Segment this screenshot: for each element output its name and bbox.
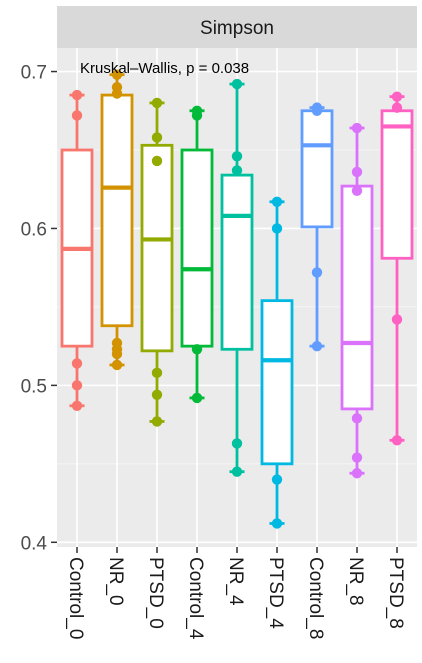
box-nr-4 — [220, 78, 254, 477]
data-point — [151, 416, 163, 427]
data-point — [71, 358, 83, 369]
box-body — [340, 184, 374, 411]
box-nr-0 — [100, 69, 134, 371]
data-point — [391, 435, 403, 446]
data-point — [311, 105, 323, 116]
y-tick-label: 0.6 — [21, 219, 47, 240]
data-point — [271, 518, 283, 529]
box-control-4 — [180, 105, 214, 404]
box-body — [380, 109, 414, 260]
data-point — [311, 267, 323, 278]
data-point — [151, 389, 163, 400]
x-tick-label: Control_8 — [305, 557, 326, 639]
box-body — [140, 143, 174, 353]
box-body — [300, 109, 334, 229]
data-point — [351, 185, 363, 196]
data-point — [111, 88, 123, 99]
data-point — [351, 452, 363, 463]
facet-title: Simpson — [200, 18, 274, 39]
data-point — [231, 466, 243, 477]
y-tick-label: 0.7 — [21, 63, 47, 84]
data-point — [71, 110, 83, 121]
data-point — [111, 348, 123, 360]
x-tick-label: Control_0 — [65, 557, 86, 639]
data-point — [271, 474, 283, 485]
data-point — [271, 196, 283, 207]
data-point — [391, 102, 403, 113]
x-tick-label: NR_0 — [105, 557, 126, 606]
data-point — [151, 367, 163, 379]
data-point — [271, 223, 283, 234]
data-point — [191, 110, 203, 121]
box-nr-8 — [340, 122, 374, 479]
data-point — [231, 78, 243, 90]
box-body — [180, 148, 214, 348]
data-point — [351, 413, 363, 424]
data-point — [311, 340, 323, 352]
data-point — [71, 380, 83, 391]
x-tick-label: Control_4 — [185, 557, 206, 640]
facet-strip — [57, 6, 417, 48]
box-control-0 — [60, 89, 94, 411]
box-ptsd-4 — [260, 196, 294, 529]
box-body — [100, 93, 134, 328]
data-point — [191, 392, 203, 404]
box-control-8 — [300, 102, 334, 352]
x-tick-label: PTSD_4 — [265, 557, 286, 629]
data-point — [391, 91, 403, 102]
box-ptsd-0 — [140, 97, 174, 427]
kruskal-wallis-annotation: Kruskal–Wallis, p = 0.038 — [80, 60, 249, 77]
data-point — [231, 151, 243, 162]
y-tick-label: 0.4 — [21, 533, 48, 554]
y-axis: 0.4 0.5 0.6 0.7 — [21, 63, 57, 554]
data-point — [151, 155, 163, 167]
data-point — [151, 132, 163, 143]
x-tick-label: PTSD_0 — [145, 557, 166, 629]
data-point — [71, 400, 83, 411]
data-point — [151, 97, 163, 109]
data-point — [231, 438, 243, 449]
data-point — [191, 344, 203, 355]
data-point — [71, 89, 83, 101]
box-body — [260, 299, 294, 466]
data-point — [111, 69, 123, 80]
box-ptsd-8 — [380, 91, 414, 446]
data-point — [351, 166, 363, 178]
data-point — [231, 165, 243, 176]
x-axis: Control_0 NR_0 PTSD_0 Control_4 NR_4 PTSD_4 Co… — [65, 547, 406, 640]
data-point — [391, 314, 403, 325]
x-tick-label: PTSD_8 — [385, 557, 406, 629]
x-tick-label: NR_4 — [225, 557, 246, 606]
data-point — [351, 468, 363, 479]
x-tick-label: NR_8 — [345, 557, 366, 606]
y-tick-label: 0.5 — [21, 376, 47, 397]
boxplot-series — [60, 69, 414, 529]
box-body — [220, 173, 254, 351]
data-point — [351, 122, 363, 134]
data-point — [111, 359, 123, 371]
